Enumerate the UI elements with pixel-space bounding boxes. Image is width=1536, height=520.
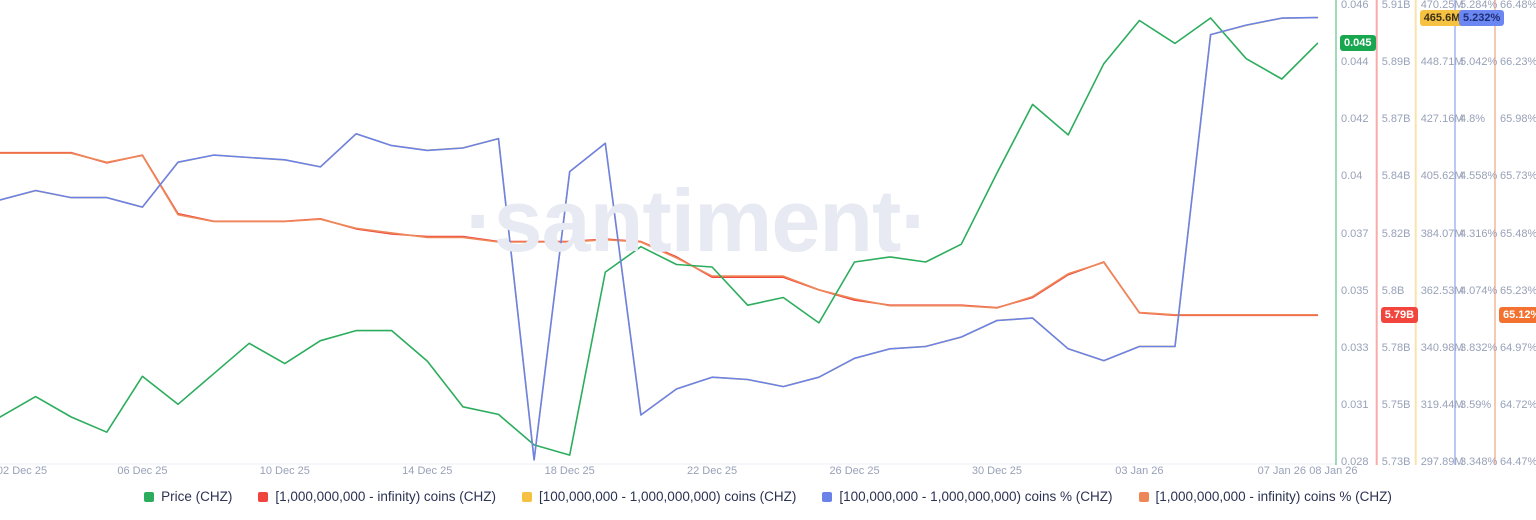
- price-tick-label: 0.037: [1341, 227, 1369, 240]
- pct_100m_1b-tick-label: 5.042%: [1460, 55, 1498, 68]
- x-tick-label: 22 Dec 25: [687, 465, 738, 477]
- legend: Price (CHZ) [1,000,000,000 - infinity) co…: [0, 489, 1536, 504]
- series-line-pct_100m_1b[interactable]: [0, 16, 1319, 461]
- coins_1b_inf-tick-label: 5.84B: [1381, 170, 1411, 183]
- coins_100m_1b-last-value-badge: 465.6M: [1419, 9, 1465, 26]
- x-tick-label: 08 Jan 26: [1309, 465, 1358, 477]
- coins_1b_inf-tick-label: 5.89B: [1381, 55, 1411, 68]
- pct_100m_1b-last-value-badge: 5.232%: [1459, 9, 1505, 26]
- chart-canvas[interactable]: [0, 0, 1536, 482]
- legend-label: Price (CHZ): [161, 489, 233, 504]
- coins_1b_inf-tick-label: 5.8B: [1381, 284, 1405, 297]
- pct_1b_inf-last-value-badge: 65.12%: [1499, 306, 1536, 323]
- price-tick-label: 0.044: [1341, 55, 1369, 68]
- coins_100m_1b-tick-label: 470.25M: [1420, 0, 1464, 11]
- chart-area[interactable]: ·santiment· 0.046 0.044 0.042 0.04 0.037 0.03…: [0, 0, 1536, 482]
- legend-swatch-icon: [258, 491, 269, 502]
- x-tick-label: 02 Dec 25: [0, 465, 48, 477]
- legend-item-orange[interactable]: [1,000,000,000 - infinity) coins % (CHZ): [1138, 489, 1392, 504]
- coins_100m_1b-tick-label: 340.98M: [1420, 341, 1464, 354]
- x-tick-label: 26 Dec 25: [829, 465, 880, 477]
- coins_1b_inf-tick-label: 5.75B: [1381, 399, 1411, 412]
- series-line-price[interactable]: [0, 17, 1319, 456]
- coins_100m_1b-tick-label: 362.53M: [1420, 284, 1464, 297]
- pct_1b_inf-tick-label: 65.73%: [1500, 170, 1536, 183]
- price-tick-label: 0.028: [1341, 456, 1369, 469]
- legend-label: [100,000,000 - 1,000,000,000) coins (CHZ…: [538, 489, 797, 504]
- series-line-coins_1b_inf[interactable]: [0, 151, 1319, 317]
- coins_1b_inf-tick-label: 5.78B: [1381, 341, 1411, 354]
- pct_100m_1b-tick-label: 3.59%: [1460, 399, 1492, 412]
- price-tick-label: 0.04: [1341, 170, 1363, 183]
- coins_100m_1b-tick-label: 405.62M: [1420, 170, 1464, 183]
- x-tick-label: 18 Dec 25: [544, 465, 595, 477]
- price-tick-label: 0.033: [1341, 341, 1369, 354]
- coins_1b_inf-tick-label: 5.73B: [1381, 456, 1411, 469]
- legend-swatch-icon: [822, 491, 833, 502]
- coins_100m_1b-tick-label: 448.71M: [1420, 55, 1464, 68]
- pct_1b_inf-tick-label: 66.48%: [1500, 0, 1536, 11]
- pct_100m_1b-tick-label: 3.832%: [1460, 341, 1498, 354]
- coins_100m_1b-tick-label: 297.89M: [1420, 456, 1464, 469]
- legend-item-red[interactable]: [1,000,000,000 - infinity) coins (CHZ): [258, 489, 496, 504]
- coins_1b_inf-tick-label: 5.91B: [1381, 0, 1411, 11]
- coins_100m_1b-tick-label: 319.44M: [1420, 399, 1464, 412]
- pct_1b_inf-tick-label: 64.47%: [1500, 456, 1536, 469]
- coins_1b_inf-tick-label: 5.87B: [1381, 113, 1411, 126]
- coins_1b_inf-last-value-badge: 5.79B: [1380, 307, 1419, 324]
- x-tick-label: 30 Dec 25: [971, 465, 1023, 477]
- legend-label: [100,000,000 - 1,000,000,000) coins % (C…: [839, 489, 1113, 504]
- pct_100m_1b-tick-label: 4.8%: [1460, 113, 1486, 126]
- legend-swatch-icon: [1138, 491, 1149, 502]
- pct_100m_1b-tick-label: 4.074%: [1460, 284, 1498, 297]
- x-tick-label: 07 Jan 26: [1257, 465, 1306, 477]
- coins_1b_inf-tick-label: 5.82B: [1381, 227, 1411, 240]
- pct_1b_inf-tick-label: 66.23%: [1500, 55, 1536, 68]
- x-tick-label: 10 Dec 25: [259, 465, 310, 477]
- price-tick-label: 0.046: [1341, 0, 1369, 11]
- legend-label: [1,000,000,000 - infinity) coins (CHZ): [275, 489, 496, 504]
- x-tick-label: 06 Dec 25: [117, 465, 168, 477]
- pct_1b_inf-tick-label: 65.48%: [1500, 227, 1536, 240]
- pct_1b_inf-tick-label: 65.98%: [1500, 113, 1536, 126]
- x-tick-label: 03 Jan 26: [1115, 465, 1164, 477]
- legend-item-green[interactable]: Price (CHZ): [144, 489, 232, 504]
- pct_1b_inf-tick-label: 65.23%: [1500, 284, 1536, 297]
- coins_100m_1b-tick-label: 384.07M: [1420, 227, 1464, 240]
- price-tick-label: 0.035: [1341, 284, 1369, 297]
- price-last-value-badge: 0.045: [1340, 35, 1376, 52]
- pct_1b_inf-tick-label: 64.97%: [1500, 341, 1536, 354]
- legend-item-yellow[interactable]: [100,000,000 - 1,000,000,000) coins (CHZ…: [521, 489, 797, 504]
- x-tick-label: 14 Dec 25: [402, 465, 453, 477]
- series-line-pct_1b_inf[interactable]: [0, 152, 1319, 316]
- pct_100m_1b-tick-label: 4.558%: [1460, 170, 1498, 183]
- pct_100m_1b-tick-label: 5.284%: [1460, 0, 1498, 11]
- legend-swatch-icon: [144, 491, 155, 502]
- price-tick-label: 0.042: [1341, 113, 1369, 126]
- legend-item-blue[interactable]: [100,000,000 - 1,000,000,000) coins % (C…: [822, 489, 1113, 504]
- pct_100m_1b-tick-label: 3.348%: [1460, 456, 1498, 469]
- price-tick-label: 0.031: [1341, 399, 1369, 412]
- legend-label: [1,000,000,000 - infinity) coins % (CHZ): [1155, 489, 1392, 504]
- legend-swatch-icon: [521, 491, 532, 502]
- series-line-coins_100m_1b[interactable]: [0, 16, 1319, 461]
- pct_1b_inf-tick-label: 64.72%: [1500, 399, 1536, 412]
- coins_100m_1b-tick-label: 427.16M: [1420, 113, 1464, 126]
- pct_100m_1b-tick-label: 4.316%: [1460, 227, 1498, 240]
